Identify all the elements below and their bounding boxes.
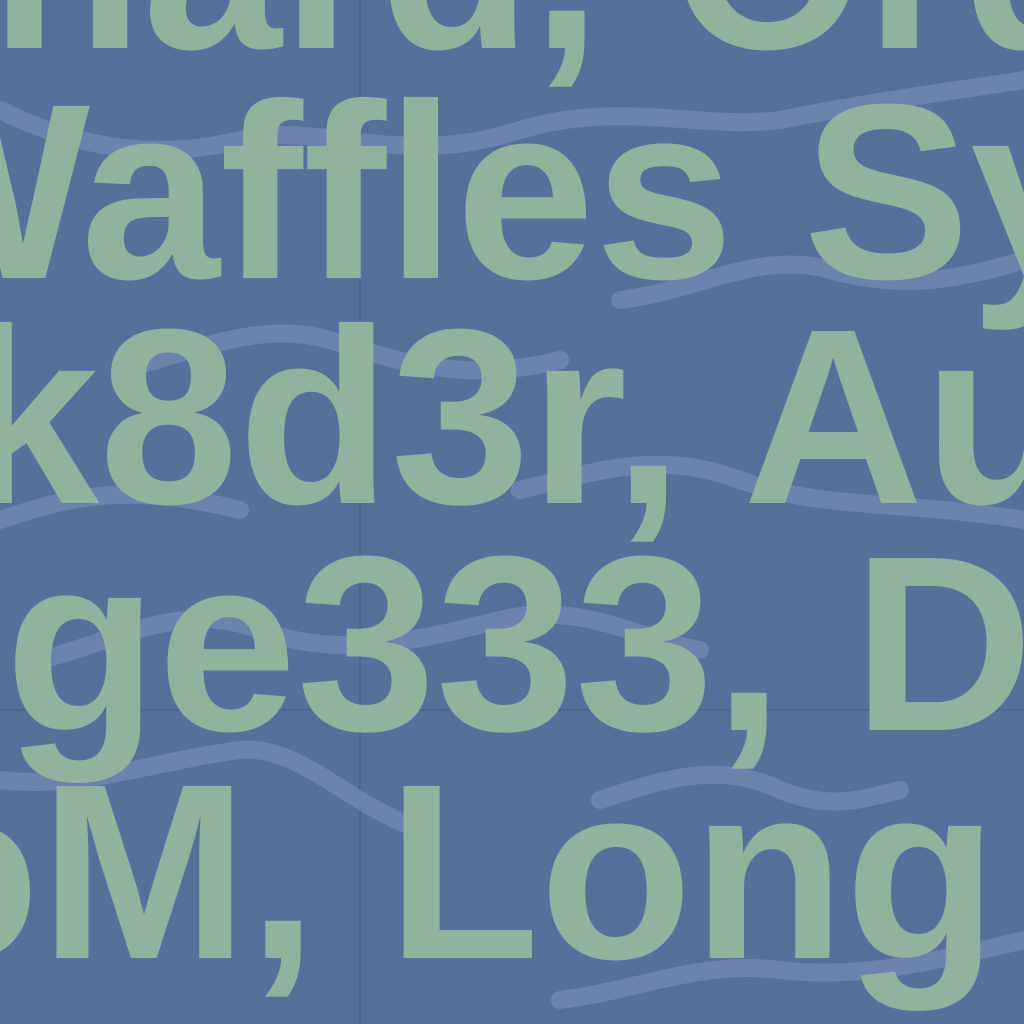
text-line: nard, Ord [0,0,1024,101]
waves [0,71,1024,1009]
text-line: oM, Long [0,732,998,1011]
text-line: ge333, D [5,504,1024,783]
text-line: k8d3r, Au [0,277,1024,556]
text-line: Waffles Sy [0,52,1024,331]
